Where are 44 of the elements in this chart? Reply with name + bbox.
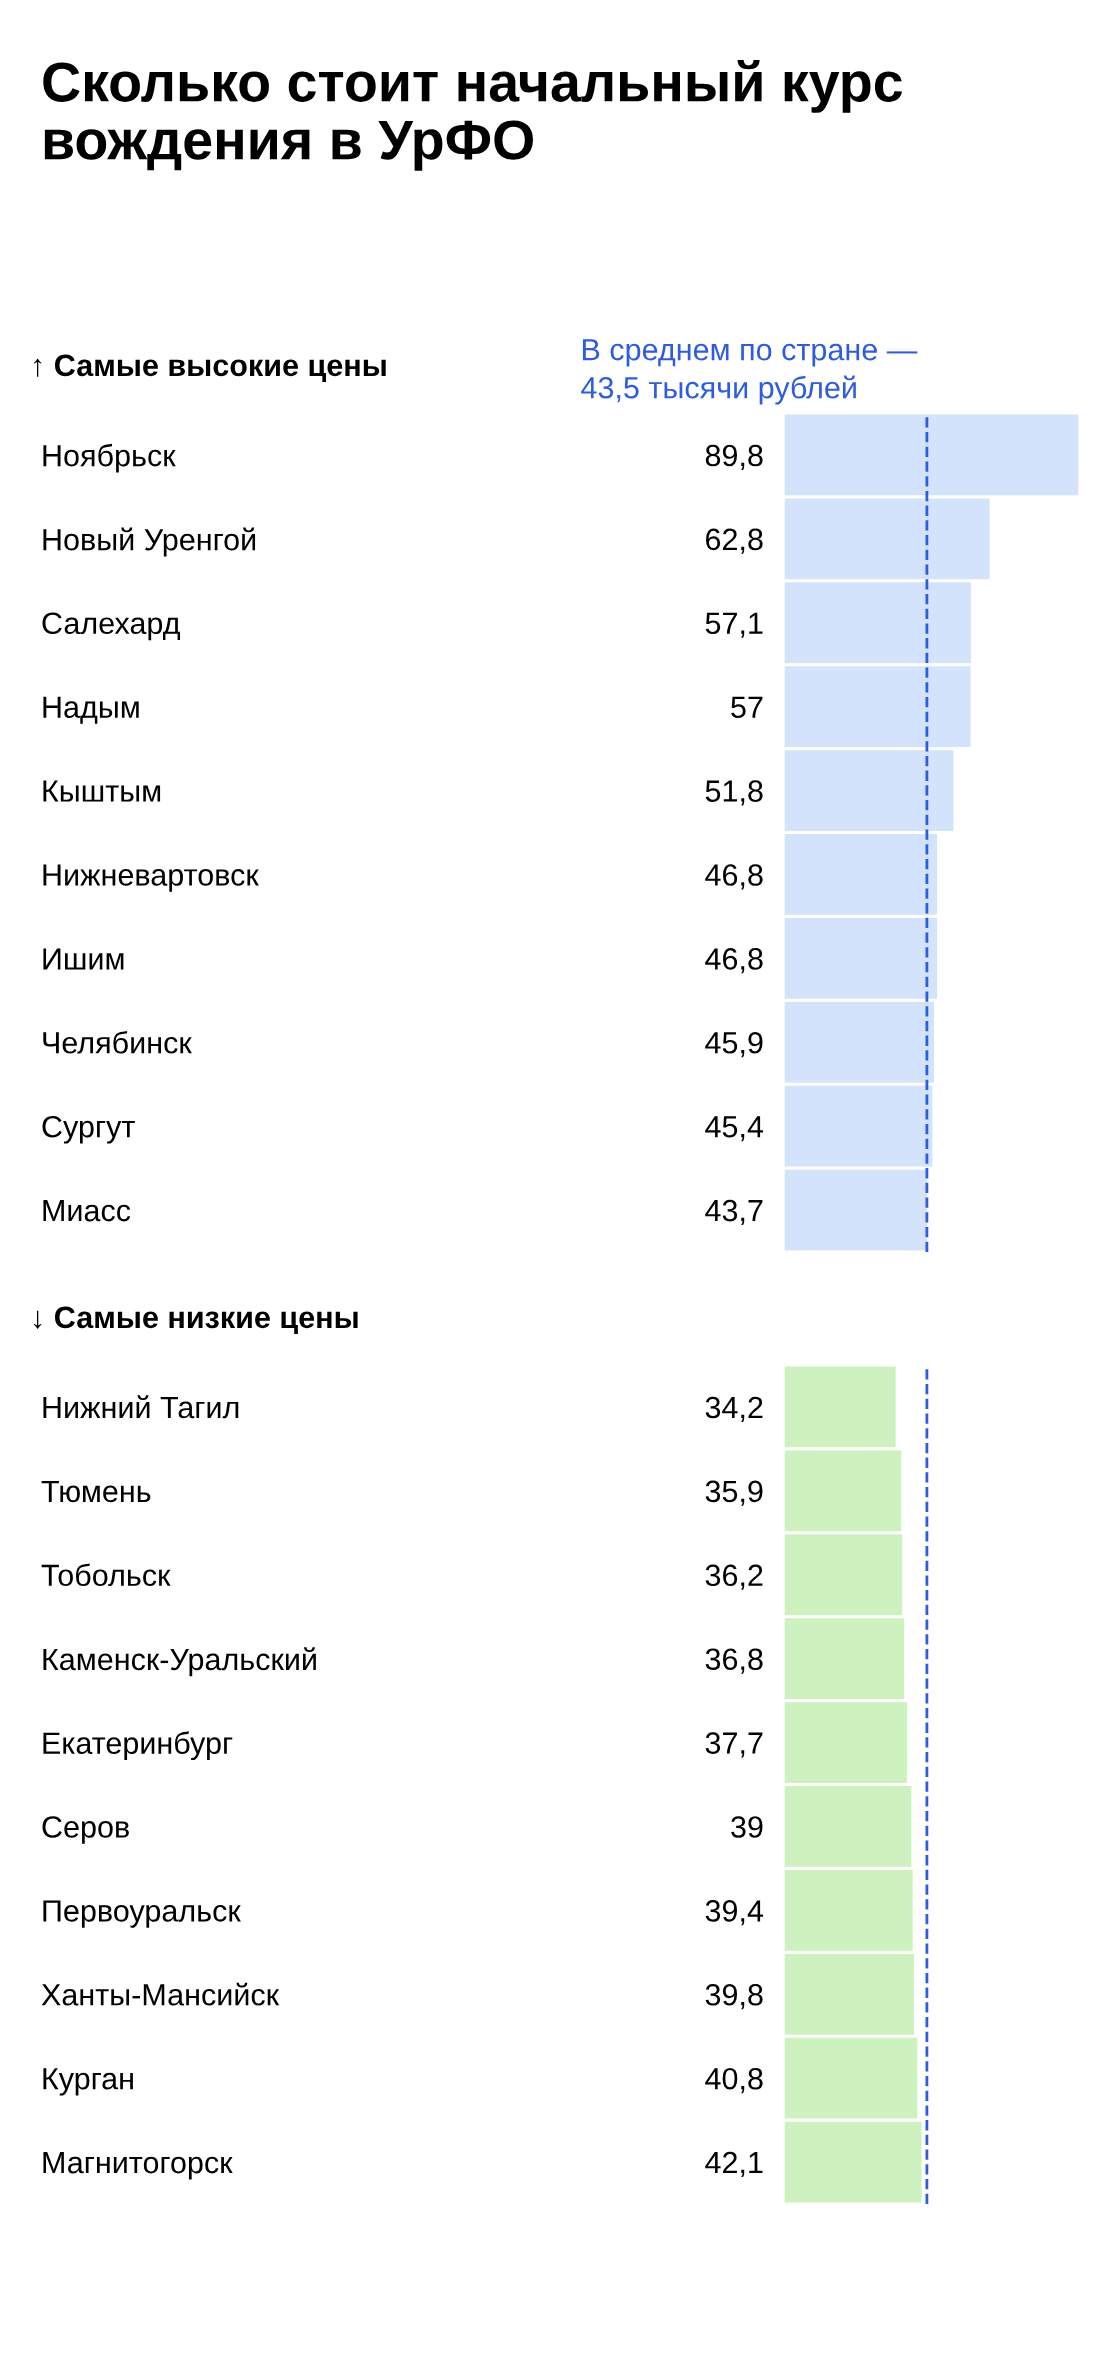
y-tick-label: Серов — [42, 1816, 129, 1844]
y-tick-label: Нижний Тагил — [43, 1395, 239, 1419]
y-tick-label: Первоуральск — [43, 1900, 241, 1928]
data-label: 57 — [731, 696, 763, 719]
y-tick-label: Каменск-Уральский — [43, 1647, 316, 1677]
y-tick-label: Кыштым — [43, 780, 161, 802]
y-tick-label: Екатеринбург — [43, 1731, 233, 1761]
y-tick-label: Новый Уренгой — [43, 527, 256, 557]
y-tick-label: Сургут — [42, 1115, 135, 1144]
y-tick-label: Надым — [43, 696, 139, 724]
ref-line-label: В среднем по стране — 43,5 тысячи рублей — [581, 339, 918, 405]
data-label: 57,1 — [705, 612, 763, 638]
y-tick-label: Челябинск — [43, 1030, 192, 1054]
data-label: 36,2 — [705, 1564, 763, 1590]
y-tick-label: Тобольск — [41, 1563, 171, 1587]
data-label: 43,7 — [705, 1199, 763, 1226]
data-label: 39,8 — [705, 1983, 763, 2010]
y-tick-label: Тюмень — [41, 1480, 151, 1503]
chart-title: Сколько стоит начальный курс вождения в УрФО — [43, 60, 903, 171]
data-label: 62,8 — [706, 528, 763, 554]
data-label: 46,8 — [705, 864, 763, 890]
data-label: 37,7 — [705, 1732, 763, 1758]
data-label: 89,8 — [705, 444, 763, 470]
data-label: 51,8 — [705, 780, 763, 806]
y-tick-label: Ишим — [43, 948, 124, 970]
data-label: 42,1 — [705, 2151, 763, 2178]
y-tick-label: Миасс — [43, 1200, 131, 1222]
data-label: 39,4 — [705, 1900, 764, 1926]
y-tick-label: Нижневартовск — [43, 864, 259, 892]
y-tick-label: Курган — [43, 2068, 133, 2096]
data-label: 40,8 — [705, 2067, 763, 2094]
y-tick-label: Ханты-Мансийск — [41, 1982, 280, 2006]
text: ↑ Самые высокие цены — [34, 354, 386, 382]
y-tick-label: Магнитогорск — [43, 2152, 233, 2180]
data-label: 35,9 — [705, 1480, 763, 1506]
data-label: 46,8 — [705, 948, 763, 974]
text: ↓ Самые низкие цены — [34, 1306, 358, 1334]
data-label: 36,8 — [705, 1648, 763, 1674]
data-label: 45,4 — [705, 1116, 764, 1142]
y-tick-label: Салехард — [42, 612, 181, 641]
data-label: 45,9 — [705, 1031, 763, 1058]
data-label: 39 — [731, 1816, 763, 1838]
y-tick-label: Ноябрьск — [43, 443, 176, 473]
data-label: 34,2 — [705, 1396, 763, 1422]
